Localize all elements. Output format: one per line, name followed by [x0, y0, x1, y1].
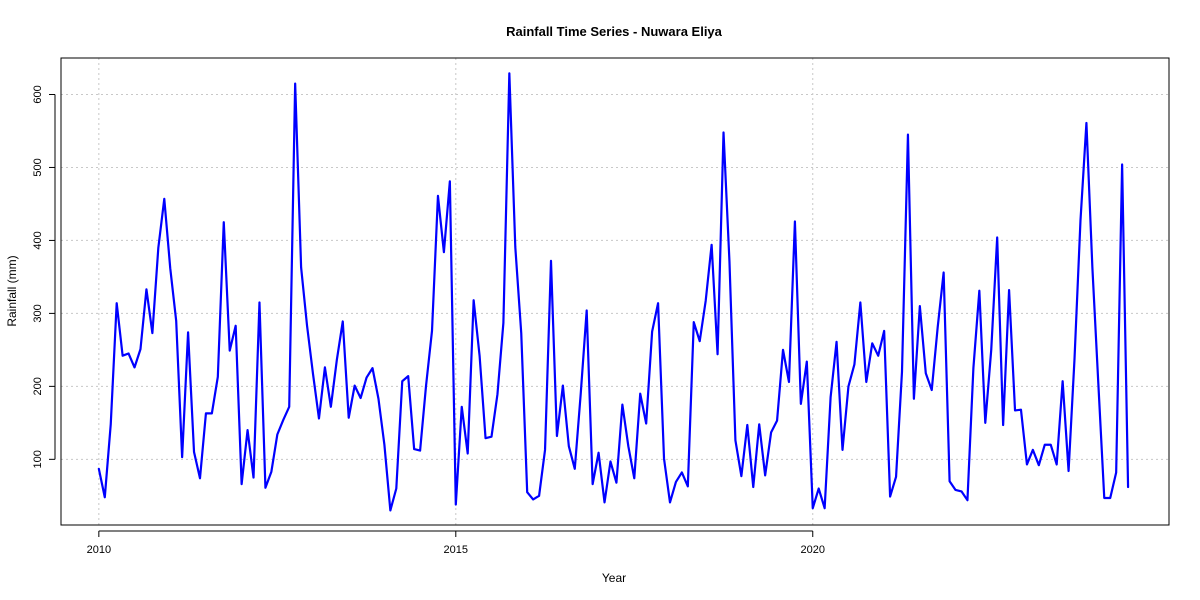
series-layer: [97, 72, 1130, 512]
y-tick-label-400: 400: [32, 231, 44, 249]
y-tick-label-200: 200: [32, 377, 44, 395]
series-line-rainfall: [97, 72, 1130, 512]
y-tick-label-600: 600: [32, 85, 44, 103]
y-tick-label-300: 300: [32, 304, 44, 322]
y-axis: 100 200 300 400 500 600: [32, 85, 56, 469]
chart-title: Rainfall Time Series - Nuwara Eliya: [506, 24, 723, 39]
y-tick-label-100: 100: [32, 450, 44, 468]
y-tick-label-500: 500: [32, 158, 44, 176]
x-axis-label: Year: [602, 571, 626, 585]
x-tick-label-2010: 2010: [87, 544, 111, 556]
x-tick-label-2020: 2020: [801, 544, 825, 556]
plot-frame: [60, 57, 1170, 526]
x-axis: 2010 2015 2020: [87, 530, 825, 556]
x-tick-label-2015: 2015: [444, 544, 468, 556]
y-axis-label: Rainfall (mm): [5, 255, 19, 326]
